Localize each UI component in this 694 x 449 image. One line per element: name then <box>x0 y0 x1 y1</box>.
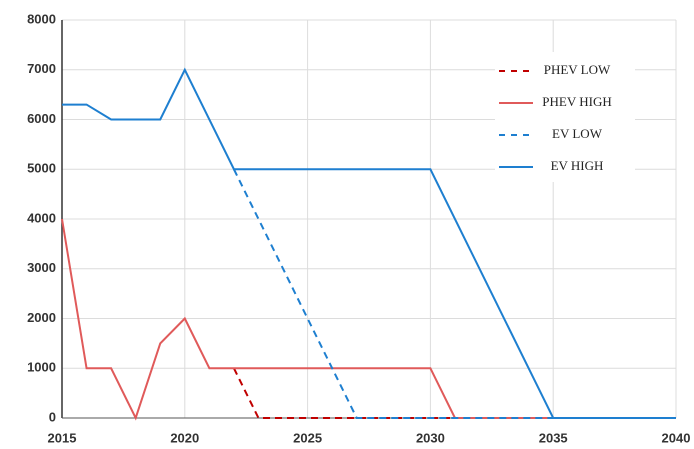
y-tick-label: 5000 <box>27 161 56 176</box>
y-tick-label: 4000 <box>27 210 56 225</box>
x-tick-label: 2025 <box>293 430 322 445</box>
line-series <box>233 367 676 419</box>
legend-label: PHEV LOW <box>544 62 611 77</box>
y-tick-label: 7000 <box>27 61 56 76</box>
legend-label: EV LOW <box>552 126 603 141</box>
legend-label: EV HIGH <box>551 158 604 173</box>
y-tick-label: 6000 <box>27 111 56 126</box>
line-series <box>62 67 676 419</box>
y-tick-label: 1000 <box>27 360 56 375</box>
y-tick-label: 3000 <box>27 260 56 275</box>
x-tick-label: 2020 <box>170 430 199 445</box>
legend-label: PHEV HIGH <box>542 94 611 109</box>
y-tick-label: 8000 <box>27 11 56 26</box>
y-tick-label: 2000 <box>27 310 56 325</box>
x-tick-label: 2035 <box>539 430 568 445</box>
x-tick-label: 2030 <box>416 430 445 445</box>
x-tick-label: 2015 <box>48 430 77 445</box>
line-series <box>61 218 676 421</box>
y-tick-label: 0 <box>49 409 56 424</box>
line-series <box>233 168 676 419</box>
legend-box <box>495 52 635 182</box>
x-tick-label: 2040 <box>662 430 691 445</box>
